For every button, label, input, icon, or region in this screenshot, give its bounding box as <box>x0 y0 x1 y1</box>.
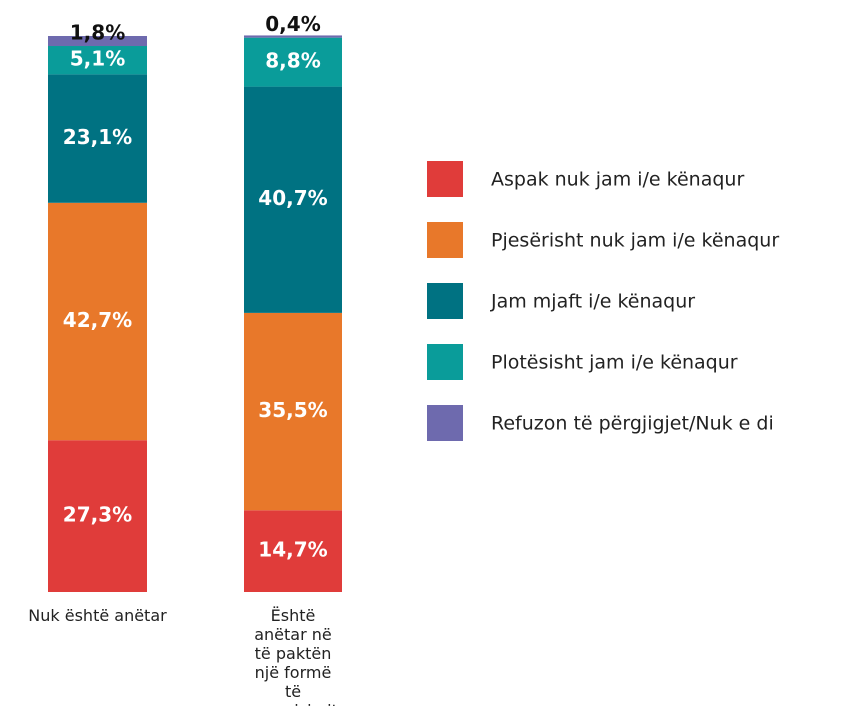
bar-segment <box>244 37 342 87</box>
legend-swatch <box>427 222 463 258</box>
bar-segment <box>48 74 147 203</box>
category-label-box: Nuk është anëtar <box>28 606 167 625</box>
legend-label: Pjesërisht nuk jam i/e kënaqur <box>491 230 779 252</box>
bar-segment <box>244 510 342 592</box>
value-label: 8,8% <box>265 49 320 73</box>
bar-segment <box>48 202 147 441</box>
value-label: 42,7% <box>63 308 132 332</box>
value-label: 0,4% <box>265 12 320 36</box>
x-tick-label: Është anëtar në të paktën një formë të o… <box>248 606 338 706</box>
legend-label: Plotësisht jam i/e kënaqur <box>491 352 738 374</box>
bar-segment <box>48 36 147 47</box>
category-label-box: Është anëtar në të paktën një formë të o… <box>248 606 338 706</box>
legend-swatch <box>427 344 463 380</box>
value-label: 5,1% <box>70 47 125 71</box>
value-label: 40,7% <box>258 186 327 210</box>
legend-swatch <box>427 283 463 319</box>
bar-segment <box>244 86 342 313</box>
value-label: 23,1% <box>63 125 132 149</box>
bar-segment <box>48 46 147 75</box>
bar-segment <box>244 312 342 511</box>
bar-segment <box>244 35 342 38</box>
value-label: 35,5% <box>258 398 327 422</box>
x-tick-label: Nuk është anëtar <box>28 606 167 625</box>
legend-label: Refuzon të përgjigjet/Nuk e di <box>491 413 774 435</box>
legend-swatch <box>427 405 463 441</box>
legend-swatch <box>427 161 463 197</box>
value-label: 1,8% <box>70 21 125 45</box>
value-label: 14,7% <box>258 538 327 562</box>
bar-segment <box>48 440 147 592</box>
value-label: 27,3% <box>63 503 132 527</box>
legend-label: Jam mjaft i/e kënaqur <box>490 291 695 313</box>
legend-label: Aspak nuk jam i/e kënaqur <box>491 169 744 191</box>
